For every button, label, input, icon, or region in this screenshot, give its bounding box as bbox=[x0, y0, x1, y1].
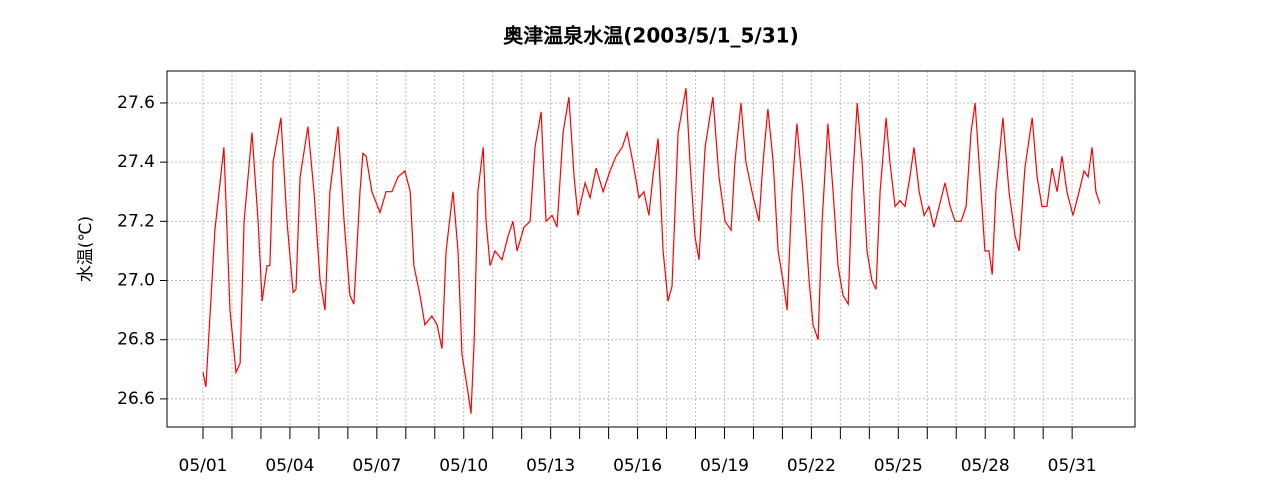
x-tick-label: 05/19 bbox=[700, 456, 749, 476]
x-tick-label: 05/31 bbox=[1048, 456, 1097, 476]
x-tick-label: 05/04 bbox=[265, 456, 314, 476]
x-tick-label: 05/25 bbox=[874, 456, 923, 476]
y-tick-label: 26.6 bbox=[117, 389, 155, 409]
y-tick-label: 26.8 bbox=[117, 330, 155, 350]
x-tick-label: 05/28 bbox=[961, 456, 1010, 476]
x-tick-label: 05/22 bbox=[787, 456, 836, 476]
x-tick-label: 05/16 bbox=[613, 456, 662, 476]
x-tick-label: 05/13 bbox=[526, 456, 575, 476]
x-tick-label: 05/07 bbox=[352, 456, 401, 476]
plot-frame bbox=[166, 70, 1136, 428]
x-tick-label: 05/01 bbox=[179, 456, 228, 476]
data-line bbox=[202, 88, 1101, 414]
y-axis-label: 水温(℃) bbox=[76, 216, 96, 282]
chart-title: 奥津温泉水温(2003/5/1_5/31) bbox=[503, 24, 798, 48]
y-tick-label: 27.4 bbox=[117, 152, 155, 172]
x-tick-label: 05/10 bbox=[439, 456, 488, 476]
y-tick-label: 27.0 bbox=[117, 271, 155, 291]
y-tick-label: 27.2 bbox=[117, 211, 155, 231]
y-tick-label: 27.6 bbox=[117, 93, 155, 113]
